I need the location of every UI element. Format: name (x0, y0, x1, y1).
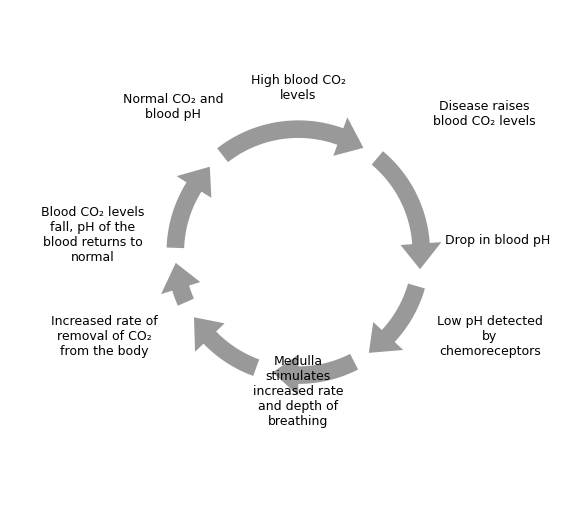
Text: Drop in blood pH: Drop in blood pH (445, 234, 550, 247)
Text: Disease raises
blood CO₂ levels: Disease raises blood CO₂ levels (433, 99, 535, 128)
Text: Normal CO₂ and
blood pH: Normal CO₂ and blood pH (123, 93, 223, 121)
Polygon shape (194, 317, 259, 376)
Polygon shape (166, 167, 211, 248)
Polygon shape (217, 117, 363, 162)
Text: High blood CO₂
levels: High blood CO₂ levels (251, 74, 346, 102)
Polygon shape (161, 263, 200, 306)
Text: Blood CO₂ levels
fall, pH of the
blood returns to
normal: Blood CO₂ levels fall, pH of the blood r… (41, 205, 144, 264)
Polygon shape (369, 283, 425, 353)
Text: Increased rate of
removal of CO₂
from the body: Increased rate of removal of CO₂ from th… (51, 314, 158, 357)
Polygon shape (372, 151, 441, 269)
Text: Medulla
stimulates
increased rate
and depth of
breathing: Medulla stimulates increased rate and de… (253, 355, 343, 428)
Text: Low pH detected
by
chemoreceptors: Low pH detected by chemoreceptors (437, 314, 543, 357)
Polygon shape (273, 354, 358, 395)
